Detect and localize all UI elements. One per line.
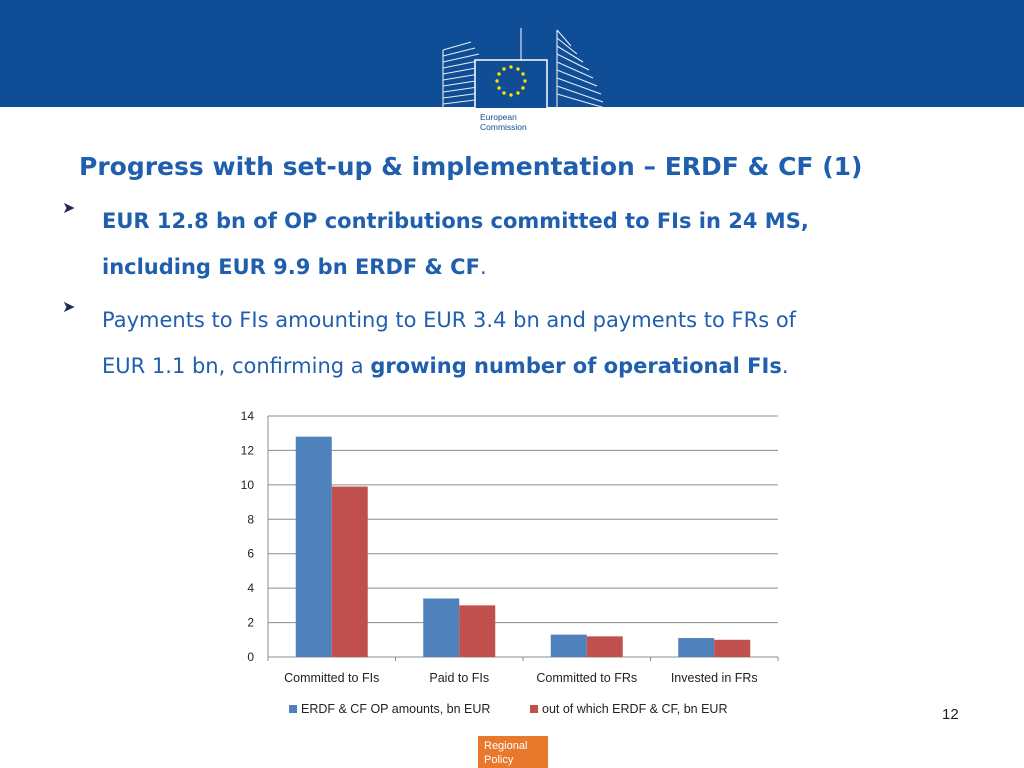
page-number: 12	[942, 706, 959, 723]
bullet-line: EUR 12.8 bn of OP contributions committe…	[102, 209, 809, 233]
bullet-line: EUR 1.1 bn, confirming a	[102, 354, 371, 378]
bar-erdf-cf-op	[295, 436, 332, 657]
y-tick-label: 2	[247, 616, 254, 630]
bar-erdf-cf-op	[550, 634, 587, 657]
legend-label: ERDF & CF OP amounts, bn EUR	[301, 702, 490, 716]
bar-erdf-cf	[586, 636, 623, 657]
y-tick-label: 8	[247, 512, 254, 526]
y-tick-label: 10	[241, 478, 255, 492]
x-category-label: Invested in FRs	[671, 671, 758, 685]
bullet-period: .	[781, 354, 789, 378]
y-tick-label: 4	[247, 581, 254, 595]
european-commission-logo	[441, 28, 607, 144]
x-category-label: Committed to FRs	[536, 671, 637, 685]
bullet-arrow-icon: ➤	[62, 297, 76, 316]
page-title: Progress with set-up & implementation – …	[79, 152, 863, 181]
x-category-label: Committed to FIs	[284, 671, 379, 685]
legend-swatch	[289, 705, 297, 713]
legend-label: out of which ERDF & CF, bn EUR	[542, 702, 727, 716]
bullet-text: Payments to FIs amounting to EUR 3.4 bn …	[102, 297, 796, 389]
dg-regional-policy-tag: Regional Policy	[478, 736, 548, 768]
bar-erdf-cf-op	[678, 638, 715, 657]
bar-erdf-cf	[331, 486, 368, 657]
bullet-arrow-icon: ➤	[62, 198, 76, 217]
x-category-label: Paid to FIs	[429, 671, 489, 685]
bullet-period: .	[479, 255, 487, 279]
y-tick-label: 0	[247, 650, 254, 664]
bullet-text: EUR 12.8 bn of OP contributions committe…	[102, 198, 809, 290]
bar-erdf-cf	[714, 639, 751, 657]
bar-erdf-cf-op	[423, 598, 460, 657]
eu-stars-icon	[495, 65, 527, 97]
y-tick-label: 6	[247, 547, 254, 561]
y-tick-label: 12	[241, 443, 255, 457]
ec-building-icon	[442, 28, 606, 111]
bar-erdf-cf	[459, 605, 496, 657]
bullet-line: Payments to FIs amounting to EUR 3.4 bn …	[102, 308, 797, 332]
bullet-emphasis: growing number of operational FIs	[370, 354, 782, 378]
y-tick-label: 14	[241, 409, 255, 423]
logo-text: European Commission	[475, 108, 547, 142]
legend-swatch	[530, 705, 538, 713]
bullet-line: including EUR 9.9 bn ERDF & CF	[102, 255, 480, 279]
